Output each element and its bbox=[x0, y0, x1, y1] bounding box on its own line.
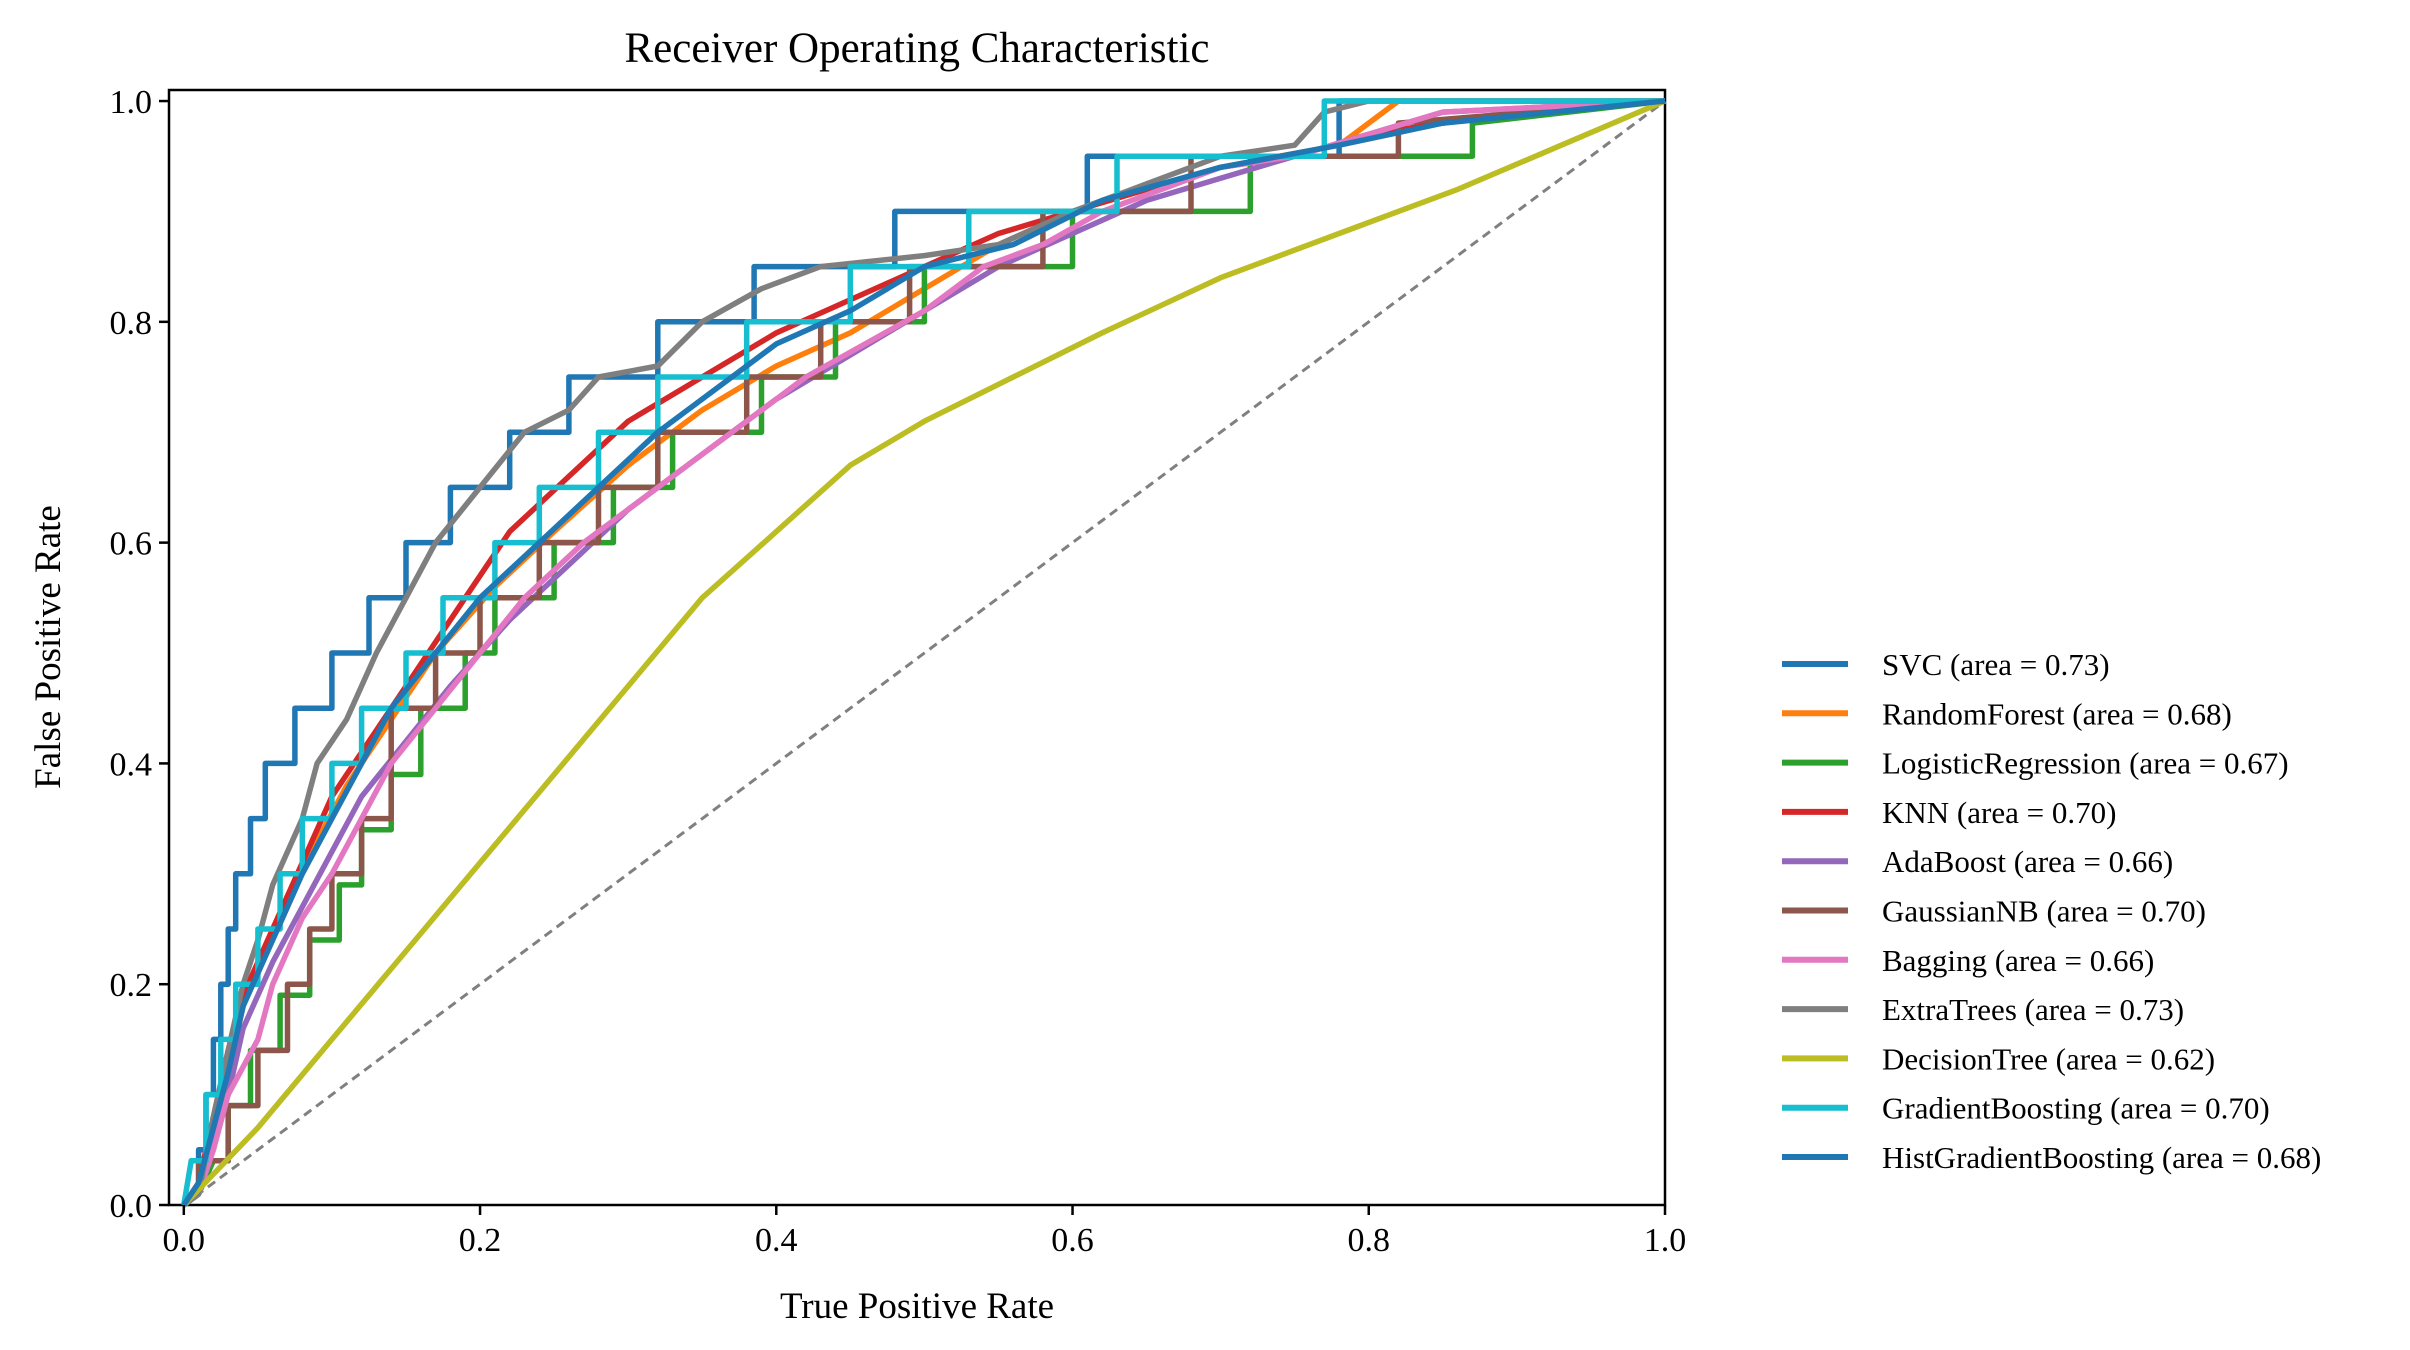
legend-label: HistGradientBoosting (area = 0.68) bbox=[1882, 1140, 2321, 1175]
y-tick-label: 1.0 bbox=[110, 84, 153, 121]
series-line-histgradientboosting bbox=[181, 98, 1666, 1207]
legend-label: KNN (area = 0.70) bbox=[1882, 795, 2116, 830]
ticks-layer: 0.0 0.2 0.4 0.6 0.8 1.0 0.0 0.2 0.4 0.6 0.8 1.0 bbox=[110, 84, 1687, 1259]
series-layer bbox=[181, 98, 1667, 1208]
legend-label: GradientBoosting (area = 0.70) bbox=[1882, 1091, 2270, 1126]
legend-label: DecisionTree (area = 0.62) bbox=[1882, 1041, 2215, 1076]
x-tick-label: 0.6 bbox=[1051, 1222, 1094, 1259]
legend-label: ExtraTrees (area = 0.73) bbox=[1882, 992, 2184, 1027]
y-tick-label: 0.0 bbox=[110, 1188, 153, 1225]
x-tick-label: 0.8 bbox=[1348, 1222, 1391, 1259]
legend-label: AdaBoost (area = 0.66) bbox=[1882, 844, 2173, 879]
series-line-gaussiannb bbox=[182, 98, 1666, 1208]
legend-label: Bagging (area = 0.66) bbox=[1882, 943, 2154, 978]
y-tick-label: 0.8 bbox=[110, 305, 153, 342]
x-tick-label: 0.2 bbox=[459, 1222, 502, 1259]
y-tick-label: 0.6 bbox=[110, 526, 153, 563]
y-axis-label: False Positive Rate bbox=[28, 505, 69, 789]
plot-frame bbox=[167, 88, 1667, 1207]
x-tick-label: 1.0 bbox=[1644, 1222, 1687, 1259]
legend-label: RandomForest (area = 0.68) bbox=[1882, 696, 2232, 731]
chart-title: Receiver Operating Characteristic bbox=[625, 25, 1210, 72]
legend-label: GaussianNB (area = 0.70) bbox=[1882, 894, 2206, 929]
x-tick-label: 0.0 bbox=[163, 1222, 206, 1259]
y-tick-label: 0.2 bbox=[110, 967, 153, 1004]
legend-label: LogisticRegression (area = 0.67) bbox=[1882, 746, 2289, 781]
y-tick-label: 0.4 bbox=[110, 746, 153, 783]
x-tick-label: 0.4 bbox=[755, 1222, 798, 1259]
x-axis-label: True Positive Rate bbox=[780, 1286, 1054, 1327]
reference-diagonal-line bbox=[182, 99, 1666, 1207]
series-line-bagging bbox=[182, 98, 1666, 1208]
series-line-gradientboosting bbox=[181, 98, 1665, 1206]
plot-area bbox=[167, 88, 1667, 1207]
legend-label: SVC (area = 0.73) bbox=[1882, 647, 2110, 682]
series-line-decisiontree bbox=[181, 98, 1667, 1207]
legend: SVC (area = 0.73) RandomForest (area = 0.… bbox=[1782, 647, 2321, 1175]
